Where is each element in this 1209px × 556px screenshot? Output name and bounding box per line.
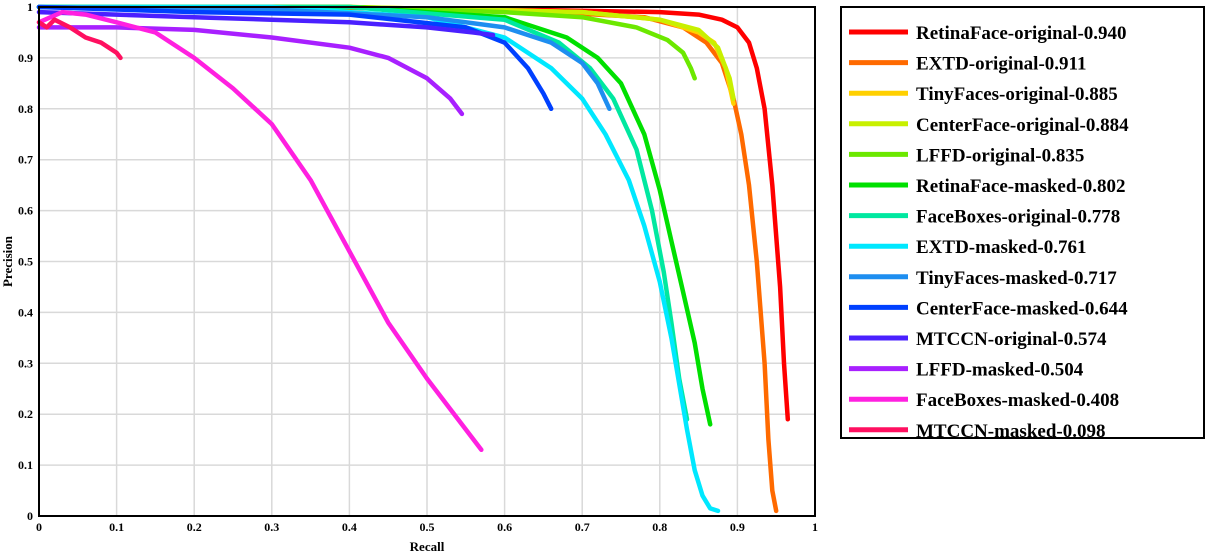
x-tick-label: 0.4 bbox=[342, 520, 357, 534]
y-tick-label: 0.8 bbox=[18, 102, 33, 116]
x-tick-label: 0.5 bbox=[420, 520, 435, 534]
y-tick-label: 0.2 bbox=[18, 407, 33, 421]
grid bbox=[38, 6, 816, 517]
legend-label: TinyFaces-masked-0.717 bbox=[916, 268, 1117, 289]
x-tick-label: 0.2 bbox=[187, 520, 202, 534]
legend-label: CenterFace-masked-0.644 bbox=[916, 298, 1128, 319]
legend-label: RetinaFace-original-0.940 bbox=[916, 23, 1127, 44]
legend-label: FaceBoxes-original-0.778 bbox=[916, 207, 1120, 228]
legend-label: MTCCN-original-0.574 bbox=[916, 329, 1107, 350]
legend-label: LFFD-original-0.835 bbox=[916, 145, 1084, 166]
y-tick-label: 0.4 bbox=[18, 305, 33, 319]
y-tick-label: 0.3 bbox=[18, 356, 33, 370]
y-tick-label: 0.6 bbox=[18, 204, 33, 218]
x-tick-label: 0.9 bbox=[730, 520, 745, 534]
legend-label: RetinaFace-masked-0.802 bbox=[916, 176, 1126, 197]
series-layer bbox=[36, 4, 791, 514]
series-line-6 bbox=[36, 4, 690, 422]
x-tick-label: 0.7 bbox=[575, 520, 590, 534]
legend-label: MTCCN-masked-0.098 bbox=[916, 421, 1105, 442]
y-tick-label: 1 bbox=[27, 0, 33, 14]
x-tick-label: 0.1 bbox=[109, 520, 124, 534]
legend-label: EXTD-original-0.911 bbox=[916, 54, 1086, 75]
y-tick-label: 0.1 bbox=[18, 458, 33, 472]
x-tick-label: 0.8 bbox=[652, 520, 667, 534]
x-tick-labels: 0 0.1 0.2 0.3 0.4 0.5 0.6 0.7 0.8 0.9 1 bbox=[36, 520, 818, 534]
series-line-7 bbox=[36, 4, 721, 514]
x-tick-label: 0.6 bbox=[497, 520, 512, 534]
legend-label: CenterFace-original-0.884 bbox=[916, 115, 1129, 136]
legend: RetinaFace-original-0.940 EXTD-original-0… bbox=[840, 6, 1205, 442]
series-line-10 bbox=[36, 9, 496, 38]
y-tick-label: 0.9 bbox=[18, 51, 33, 65]
y-tick-label: 0 bbox=[27, 509, 33, 523]
series-line-13 bbox=[36, 17, 123, 61]
x-tick-label: 0.3 bbox=[264, 520, 279, 534]
x-tick-label: 1 bbox=[812, 520, 818, 534]
series-line-12 bbox=[36, 9, 484, 453]
y-axis-label: Precision bbox=[0, 235, 15, 287]
x-tick-label: 0 bbox=[36, 520, 42, 534]
series-line-5 bbox=[36, 4, 713, 427]
y-tick-label: 0.7 bbox=[18, 153, 33, 167]
legend-label: FaceBoxes-masked-0.408 bbox=[916, 390, 1119, 411]
legend-label: TinyFaces-original-0.885 bbox=[916, 84, 1118, 105]
plot-frame bbox=[38, 6, 816, 517]
series-line-8 bbox=[36, 4, 612, 112]
y-tick-labels: 0 0.1 0.2 0.3 0.4 0.5 0.6 0.7 0.8 0.9 1 bbox=[18, 0, 33, 523]
y-tick-label: 0.5 bbox=[18, 255, 33, 269]
series-line-1 bbox=[36, 4, 779, 514]
x-axis-label: Recall bbox=[410, 539, 445, 554]
series-line-11 bbox=[36, 25, 465, 117]
legend-label: LFFD-masked-0.504 bbox=[916, 360, 1084, 381]
legend-label: EXTD-masked-0.761 bbox=[916, 237, 1086, 258]
